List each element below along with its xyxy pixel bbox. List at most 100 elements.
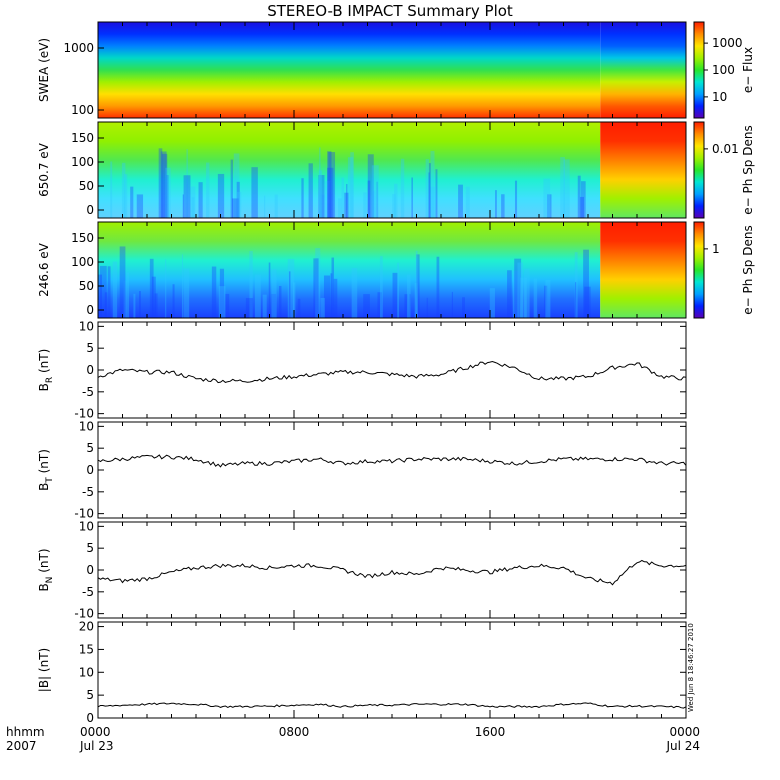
pad246-streak bbox=[315, 248, 321, 318]
panel-frame bbox=[97, 621, 687, 719]
pad650-streak bbox=[411, 177, 413, 218]
pad246-colorbar bbox=[693, 221, 705, 319]
y-tick-label: 15 bbox=[79, 642, 94, 656]
pad650-streak bbox=[190, 186, 196, 218]
y-tick-label: 5 bbox=[86, 541, 94, 555]
y-tick-label: 0 bbox=[86, 203, 94, 217]
pad650-streak bbox=[130, 186, 134, 218]
pad246-streak bbox=[219, 268, 225, 318]
pad246-streak bbox=[249, 250, 253, 318]
pad650-streak bbox=[429, 186, 436, 218]
pad650-streak bbox=[394, 183, 398, 218]
pad650-streak bbox=[217, 173, 225, 218]
pad246-streak bbox=[218, 286, 226, 318]
pad650-streak bbox=[430, 150, 435, 218]
pad650-streak bbox=[318, 175, 325, 218]
y-tick-label: -5 bbox=[82, 385, 94, 399]
pad650-streak bbox=[166, 175, 169, 218]
pad246-streak bbox=[98, 274, 102, 318]
pad650-streak bbox=[392, 194, 396, 218]
y-tick-label: -10 bbox=[74, 607, 94, 621]
y-tick-label: 50 bbox=[79, 279, 94, 293]
pad246-streak bbox=[583, 249, 589, 318]
pad650-streak bbox=[372, 190, 376, 218]
pad246-streak bbox=[333, 278, 338, 318]
panel-br: 10 5 0 -5 -10 BR (nT) bbox=[37, 319, 687, 421]
pad246-streak bbox=[287, 258, 295, 318]
pad650-streak bbox=[363, 192, 367, 218]
pad246-streak bbox=[524, 268, 530, 318]
swea-spectrogram-late bbox=[600, 22, 686, 118]
x-date-label: Jul 24 bbox=[665, 739, 700, 753]
pad246-streak bbox=[351, 268, 358, 318]
pad650-streak bbox=[435, 169, 438, 218]
pad246-streak bbox=[245, 298, 253, 318]
pad246-streak bbox=[320, 297, 325, 318]
pad650-colorbar-label: e− Ph Sp Dens bbox=[741, 125, 755, 214]
pad650-streak bbox=[327, 151, 332, 218]
pad246-streak bbox=[262, 294, 267, 318]
pad246-streak bbox=[211, 266, 217, 318]
y-tick-label: 5 bbox=[86, 341, 94, 355]
x-tick-label: 0000 bbox=[80, 725, 111, 739]
y-tick-label: 1000 bbox=[63, 41, 94, 55]
pad650-streak bbox=[341, 177, 344, 218]
pad246-streak bbox=[436, 256, 440, 318]
pad650-streak bbox=[136, 194, 144, 218]
pad246-streak bbox=[271, 293, 277, 318]
pad650-streak bbox=[425, 159, 429, 218]
pad246-streak bbox=[545, 279, 551, 318]
pad246-streak bbox=[507, 270, 512, 318]
pad246-streak bbox=[517, 262, 523, 318]
pad650-streak bbox=[346, 184, 348, 218]
pad246-streak bbox=[377, 292, 382, 318]
y-tick-label: 10 bbox=[79, 665, 94, 679]
pad246-ylabel: 246.6 eV bbox=[37, 242, 51, 297]
pad246-streak bbox=[397, 262, 400, 318]
pad650-streak bbox=[428, 163, 431, 218]
pad650-streak bbox=[186, 149, 188, 218]
y-tick-label: 0 bbox=[86, 363, 94, 377]
swea-colorbar bbox=[693, 21, 705, 119]
pad246-streak bbox=[574, 252, 578, 318]
plot-title: STEREO-B IMPACT Summary Plot bbox=[267, 2, 513, 20]
pad246-streak bbox=[323, 275, 331, 318]
pad650-streak bbox=[165, 167, 171, 218]
panel-frame bbox=[97, 421, 687, 519]
pad650-streak bbox=[400, 158, 405, 218]
pad650-streak bbox=[182, 194, 184, 218]
y-tick-label: 20 bbox=[79, 620, 94, 634]
pad650-spectrogram-late bbox=[600, 122, 686, 218]
pad246-streak bbox=[104, 292, 108, 318]
pad650-streak bbox=[233, 153, 240, 218]
panel-bmag: 20 15 10 5 0 |B| (nT) bbox=[37, 620, 687, 725]
colorbar-tick-label: 1 bbox=[712, 242, 720, 256]
y-tick-label: 0 bbox=[86, 563, 94, 577]
pad246-streak bbox=[183, 268, 190, 318]
pad246-streak bbox=[512, 270, 519, 318]
panel-bt: 10 5 0 -5 -10 BT (nT) bbox=[37, 419, 687, 521]
pad246-streak bbox=[406, 274, 411, 318]
y-tick-label: 10 bbox=[79, 519, 94, 533]
y-tick-label: 150 bbox=[71, 131, 94, 145]
bmag-ylabel: |B| (nT) bbox=[37, 648, 51, 692]
pad650-streak bbox=[318, 170, 323, 218]
pad246-streak bbox=[126, 272, 130, 318]
y-tick-label: 0 bbox=[86, 463, 94, 477]
pad246-streak bbox=[584, 286, 591, 318]
pad650-streak bbox=[563, 159, 570, 218]
pad650-streak bbox=[320, 194, 325, 218]
pad246-streak bbox=[278, 285, 282, 318]
pad650-streak bbox=[495, 190, 497, 218]
pad246-streak bbox=[451, 291, 453, 318]
colorbar-tick-label: 10 bbox=[712, 90, 727, 104]
pad650-streak bbox=[236, 191, 242, 218]
pad650-streak bbox=[367, 180, 371, 218]
pad650-streak bbox=[319, 147, 321, 218]
pad246-streak bbox=[313, 258, 319, 318]
bn-series-line bbox=[97, 559, 687, 586]
y-tick-label: -10 bbox=[74, 507, 94, 521]
pad650-streak bbox=[579, 196, 584, 218]
pad246-streak bbox=[292, 282, 296, 318]
